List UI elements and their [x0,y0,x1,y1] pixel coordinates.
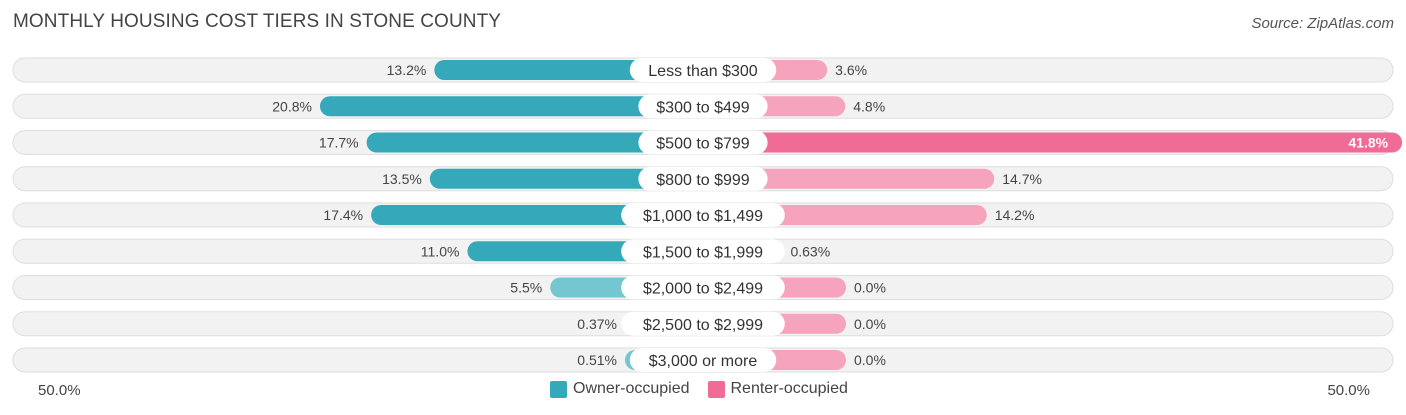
renter-value-label: 0.0% [854,352,886,368]
axis-label-left: 50.0% [38,382,81,399]
category-label: $1,500 to $1,999 [643,244,763,261]
renter-value-label: 0.0% [854,280,886,296]
legend-item-owner[interactable]: Owner-occupied [550,380,690,398]
owner-value-label: 17.7% [319,135,359,151]
category-label: $1,000 to $1,499 [643,208,763,225]
renter-value-label: 0.0% [854,316,886,332]
category-pill [638,166,768,191]
category-pill [638,130,768,155]
legend-item-renter[interactable]: Renter-occupied [707,380,848,398]
chart: 13.2% 3.6% Less than $300 20.8% 4.8% $300 to … [12,57,1403,373]
legend: Owner-occupied Renter-occupied [550,380,866,398]
category-pill [621,239,785,264]
legend-swatch-renter [707,380,725,398]
chart-title: MONTHLY HOUSING COST TIERS IN STONE COUN… [13,11,502,32]
legend-label-owner: Owner-occupied [573,380,690,397]
owner-bar [366,132,703,153]
owner-value-label: 5.5% [510,280,542,296]
renter-value-label: 14.7% [1002,171,1042,187]
category-pill [621,275,785,300]
renter-value-label: 0.63% [790,243,830,259]
renter-bar [703,168,995,189]
owner-value-label: 13.5% [382,171,422,187]
renter-bar [703,132,1403,153]
owner-bar [429,168,703,189]
owner-value-label: 13.2% [387,62,427,78]
category-label: $2,000 to $2,499 [643,281,763,298]
source-label: Source: ZipAtlas.com [1251,15,1394,32]
category-label: $300 to $499 [656,99,750,116]
legend-swatch-owner [550,380,567,398]
category-label: $2,500 to $2,999 [643,317,763,334]
owner-value-label: 11.0% [421,243,460,259]
category-label: $500 to $799 [656,136,750,153]
owner-value-label: 17.4% [323,207,363,223]
axis-label-right: 50.0% [1327,382,1370,399]
category-pill [621,203,785,227]
owner-value-label: 0.37% [577,316,617,332]
legend-label-renter: Renter-occupied [730,380,848,397]
owner-bar [319,96,703,117]
category-pill [629,348,777,372]
category-label: $800 to $999 [656,172,750,189]
owner-value-label: 0.51% [577,352,617,368]
renter-value-label: 41.8% [1348,135,1388,151]
category-pill [629,58,777,82]
category-pill [638,94,768,119]
owner-value-label: 20.8% [272,98,312,114]
owner-bar [371,205,703,225]
category-pill [621,311,785,336]
category-label: Less than $300 [648,63,758,80]
renter-value-label: 14.2% [995,207,1035,223]
category-label: $3,000 or more [649,353,758,370]
renter-value-label: 3.6% [835,62,867,78]
renter-value-label: 4.8% [853,98,885,114]
